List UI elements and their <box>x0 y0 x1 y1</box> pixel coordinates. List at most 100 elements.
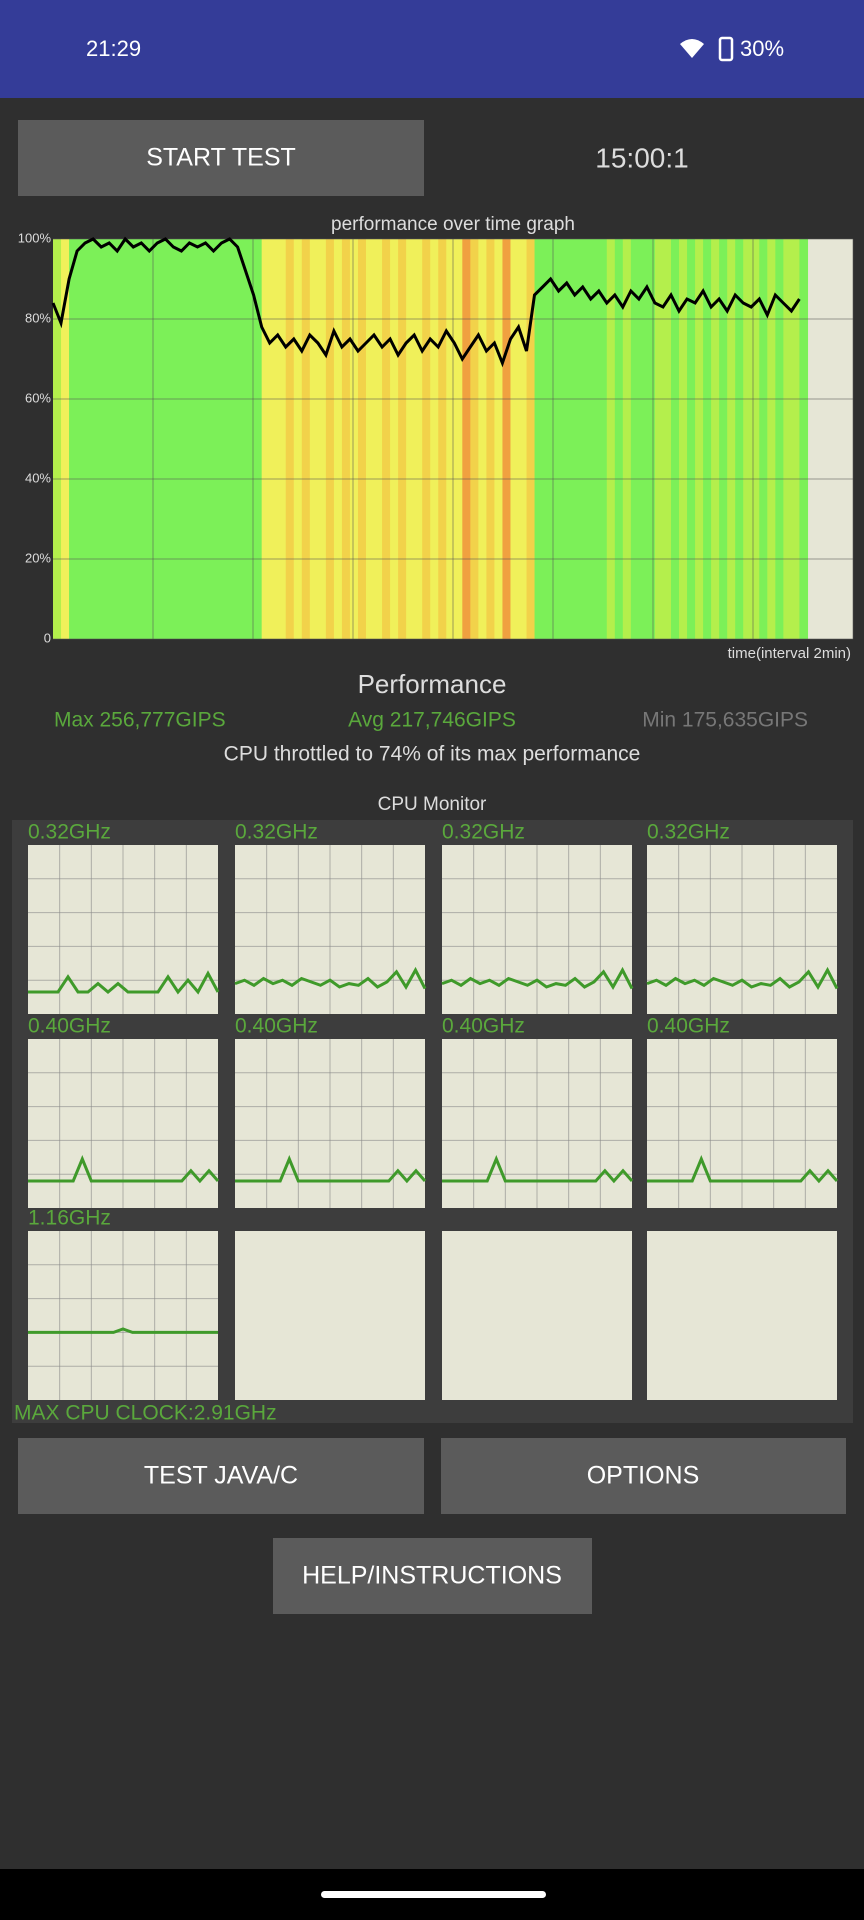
performance-bar <box>622 239 632 639</box>
cpu-freq-label: 0.40GHz <box>442 1015 525 1038</box>
cpu-line <box>646 966 839 990</box>
performance-bar <box>446 239 455 639</box>
performance-bar <box>133 239 142 639</box>
y-tick-label: 100% <box>18 230 52 245</box>
performance-bar <box>574 239 584 639</box>
performance-bar <box>759 239 768 639</box>
performance-min: Min 175,635GIPS <box>642 709 808 732</box>
performance-bar <box>125 239 134 639</box>
performance-bar <box>245 239 255 639</box>
performance-bar <box>566 239 576 639</box>
performance-bar <box>285 239 295 639</box>
java-button[interactable] <box>18 1438 424 1514</box>
performance-bar <box>398 239 407 639</box>
performance-bar <box>638 239 648 639</box>
cpu-line <box>235 1155 427 1184</box>
performance-bar <box>606 239 616 639</box>
performance-bar <box>510 239 520 639</box>
performance-bar <box>77 239 86 639</box>
performance-bar <box>422 239 431 639</box>
cpu-line <box>234 966 427 990</box>
performance-bar <box>662 239 672 639</box>
performance-bar <box>349 239 359 639</box>
cpu-line <box>28 970 220 995</box>
performance-bar <box>189 239 199 639</box>
y-tick-label: 0 <box>44 630 51 645</box>
performance-bar <box>414 239 423 639</box>
performance-bar <box>229 239 239 639</box>
performance-bar <box>614 239 624 639</box>
timer: 15:00:1 <box>595 142 688 173</box>
max-cpu-clock: MAX CPU CLOCK:2.91GHz <box>14 1402 277 1425</box>
help-button[interactable] <box>273 1538 592 1614</box>
cpu-line <box>442 1155 634 1184</box>
performance-bar <box>743 239 752 639</box>
performance-bar <box>558 239 568 639</box>
performance-bar <box>791 239 800 639</box>
performance-bar <box>293 239 303 639</box>
java-button-label[interactable]: TEST JAVA/C <box>144 1462 298 1490</box>
performance-bar <box>550 239 560 639</box>
x-axis-label: time(interval 2min) <box>728 645 851 662</box>
cpu-line <box>441 966 634 990</box>
help-button-label[interactable]: HELP/INSTRUCTIONS <box>302 1562 562 1590</box>
performance-bar <box>502 239 512 639</box>
throttle-text: CPU throttled to 74% of its max performa… <box>224 743 641 766</box>
performance-bar <box>438 239 447 639</box>
start-button-label[interactable]: START TEST <box>146 144 296 172</box>
cpu-line <box>28 1155 220 1184</box>
performance-bar <box>670 239 680 639</box>
performance-bar <box>253 239 263 639</box>
y-tick-label: 80% <box>25 310 51 325</box>
performance-bar <box>317 239 327 639</box>
performance-bar <box>462 239 471 639</box>
cpu-line <box>647 1155 839 1184</box>
performance-bar <box>173 239 183 639</box>
battery-icon <box>718 36 734 62</box>
status-time: 21:29 <box>86 36 141 61</box>
y-tick-label: 20% <box>25 550 51 565</box>
performance-title: Performance <box>358 669 507 699</box>
performance-bar <box>719 239 728 639</box>
performance-bar <box>534 239 544 639</box>
performance-bar <box>221 239 231 639</box>
cpu-monitor-title: CPU Monitor <box>378 794 487 815</box>
performance-bar <box>374 239 383 639</box>
performance-bar <box>197 239 207 639</box>
performance-bar <box>309 239 319 639</box>
cpu-cell <box>235 1231 425 1400</box>
wifi-icon <box>680 39 704 58</box>
performance-bar <box>382 239 391 639</box>
performance-bar <box>799 239 809 639</box>
home-pill[interactable] <box>321 1891 546 1898</box>
cpu-freq-label: 0.40GHz <box>28 1015 111 1038</box>
performance-avg: Avg 217,746GIPS <box>348 709 516 732</box>
start-button[interactable] <box>18 120 424 196</box>
performance-bar <box>703 239 712 639</box>
performance-max: Max 256,777GIPS <box>54 709 226 732</box>
performance-bar <box>775 239 784 639</box>
performance-bar <box>735 239 744 639</box>
options-button-label[interactable]: OPTIONS <box>587 1462 700 1490</box>
chart-title: performance over time graph <box>331 214 575 235</box>
performance-bar <box>117 239 126 639</box>
performance-bar <box>390 239 399 639</box>
cpu-cell <box>647 1231 837 1400</box>
performance-bar <box>69 239 78 639</box>
performance-bar <box>101 239 110 639</box>
options-button[interactable] <box>441 1438 846 1514</box>
performance-bar <box>181 239 191 639</box>
cpu-line <box>28 1327 218 1334</box>
performance-bar <box>85 239 94 639</box>
performance-bar <box>727 239 736 639</box>
performance-bar <box>518 239 528 639</box>
performance-bar <box>269 239 279 639</box>
performance-bar <box>205 239 215 639</box>
performance-bar <box>141 239 150 639</box>
performance-bar <box>454 239 463 639</box>
performance-bar <box>165 239 174 639</box>
performance-bar <box>783 239 792 639</box>
performance-bar <box>157 239 166 639</box>
performance-bar <box>494 239 504 639</box>
performance-bar <box>93 239 102 639</box>
